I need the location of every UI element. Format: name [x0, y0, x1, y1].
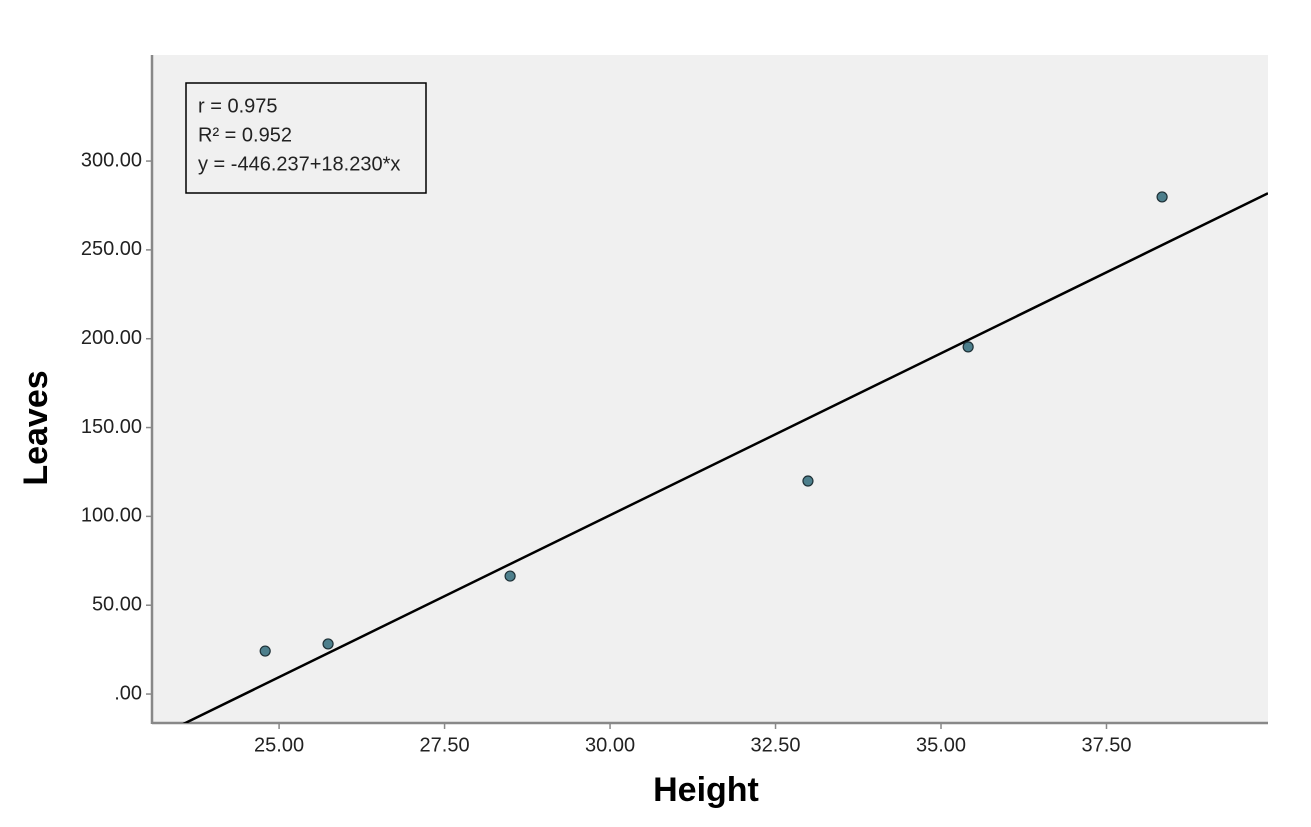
data-point: [802, 475, 814, 487]
data-point: [259, 645, 271, 657]
x-tick-label: 27.50: [420, 734, 470, 756]
y-axis-title: Leaves: [17, 370, 55, 485]
x-tick-label: 30.00: [585, 734, 635, 756]
x-axis-title: Height: [653, 771, 759, 809]
plot-area: [152, 55, 1268, 723]
annotation: r = 0.975: [198, 95, 278, 117]
y-tick-label: 50.00: [92, 593, 142, 615]
data-point: [1156, 191, 1168, 203]
y-tick-label: 250.00: [81, 238, 142, 260]
x-tick-label: 35.00: [916, 734, 966, 756]
annotation: y = -446.237+18.230*x: [198, 153, 400, 175]
y-tick-label: .00: [114, 682, 142, 704]
x-tick-label: 32.50: [750, 734, 800, 756]
regression-line: [182, 192, 1268, 723]
y-tick-label: 150.00: [81, 416, 142, 438]
x-tick-label: 25.00: [254, 734, 304, 756]
data-point: [962, 341, 974, 353]
plot-content: [182, 191, 1268, 723]
annotation: R² = 0.952: [198, 124, 292, 146]
data-point: [322, 638, 334, 650]
y-tick-label: 100.00: [81, 505, 142, 527]
annotation-box: [185, 82, 427, 194]
x-tick-label: 37.50: [1081, 734, 1131, 756]
y-tick-label: 200.00: [81, 327, 142, 349]
y-tick-label: 300.00: [81, 149, 142, 171]
data-point: [504, 570, 516, 582]
